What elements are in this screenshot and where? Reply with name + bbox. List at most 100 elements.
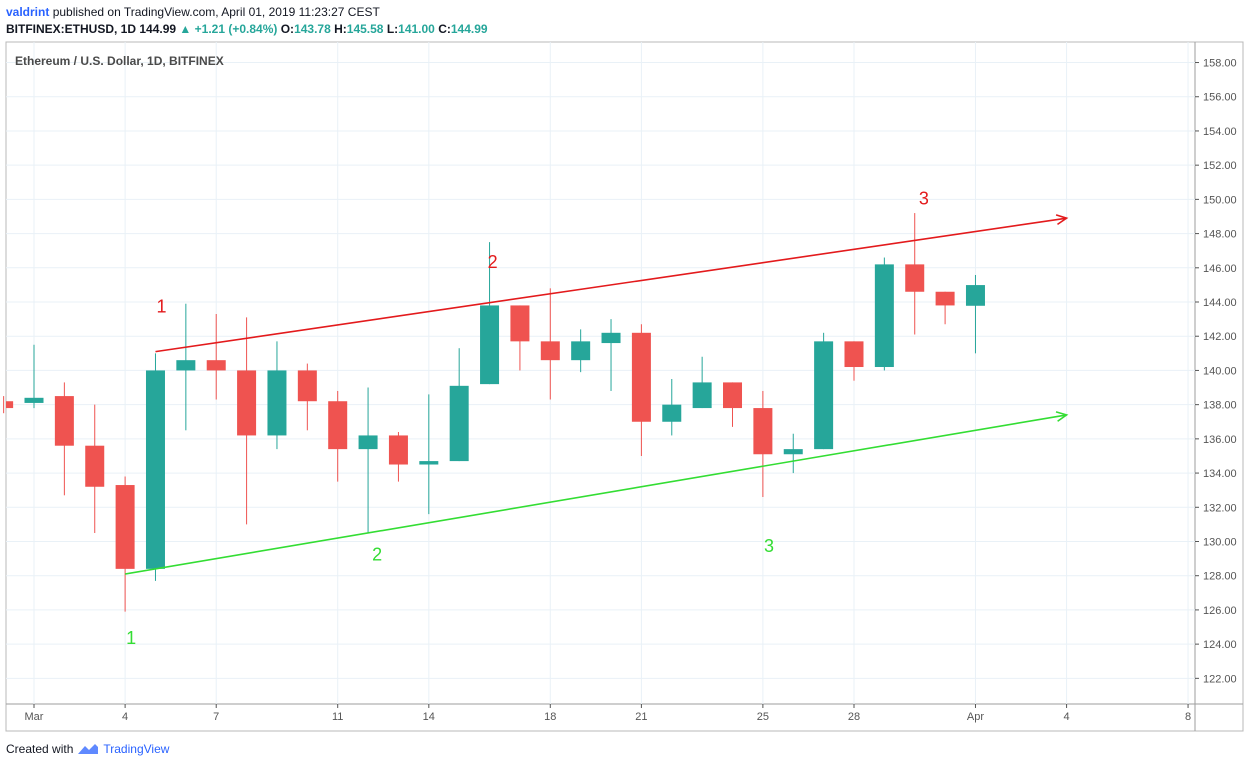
y-tick-label: 156.00 bbox=[1203, 92, 1237, 104]
candle-down bbox=[631, 324, 651, 456]
y-tick-label: 144.00 bbox=[1203, 297, 1237, 309]
candle-down bbox=[510, 305, 530, 371]
candle-down bbox=[935, 291, 955, 325]
candle-down bbox=[753, 390, 773, 498]
candle-body bbox=[267, 370, 287, 436]
candle-body bbox=[723, 382, 743, 409]
candle-body bbox=[965, 285, 985, 306]
candle-body bbox=[480, 305, 500, 385]
y-tick-label: 132.00 bbox=[1203, 502, 1237, 514]
resistance-arrowhead-icon bbox=[1055, 214, 1069, 226]
support-trendline bbox=[124, 414, 1067, 575]
x-tick-label: 25 bbox=[757, 711, 769, 723]
publish-info: published on TradingView.com, April 01, … bbox=[52, 5, 380, 19]
y-tick-label: 128.00 bbox=[1203, 571, 1237, 583]
candle-body bbox=[692, 382, 712, 409]
y-tick-label: 158.00 bbox=[1203, 58, 1237, 70]
candle-body bbox=[176, 360, 196, 371]
candle-down bbox=[237, 317, 257, 525]
candle-body bbox=[449, 385, 469, 462]
candle-body bbox=[814, 341, 834, 450]
candle-body bbox=[905, 264, 925, 292]
publisher-name[interactable]: valdrint bbox=[6, 5, 50, 19]
y-tick-label: 142.00 bbox=[1203, 331, 1237, 343]
candle-down bbox=[297, 363, 317, 431]
y-tick-label: 152.00 bbox=[1203, 160, 1237, 172]
candle-down bbox=[388, 432, 408, 482]
resistance-touch-label: 1 bbox=[157, 296, 167, 316]
open-label: O: bbox=[280, 22, 295, 36]
candle-body bbox=[6, 401, 14, 409]
close-label: C: bbox=[438, 22, 451, 36]
candle-down bbox=[905, 213, 925, 335]
candle-up bbox=[814, 332, 834, 450]
candle-body bbox=[783, 449, 803, 455]
y-tick-label: 154.00 bbox=[1203, 126, 1237, 138]
candle-up bbox=[24, 344, 44, 409]
x-tick-label: 7 bbox=[213, 711, 219, 723]
support-arrowhead-icon bbox=[1055, 411, 1069, 422]
x-tick-label: 11 bbox=[332, 711, 343, 723]
tradingview-brand[interactable]: TradingView bbox=[103, 742, 170, 756]
low-label: L: bbox=[386, 22, 399, 36]
candle-body bbox=[935, 291, 955, 306]
change-value: +1.21 (+0.84%) bbox=[194, 22, 278, 36]
x-tick-label: Mar bbox=[25, 711, 44, 723]
candle-down bbox=[540, 288, 560, 400]
candle-up bbox=[267, 341, 287, 450]
candle-up bbox=[480, 242, 500, 385]
candle-up bbox=[601, 319, 621, 391]
candle-body bbox=[540, 341, 560, 361]
candle-up bbox=[965, 274, 985, 354]
candle-body bbox=[328, 401, 348, 450]
candle-body bbox=[54, 396, 74, 446]
footer: Created with TradingView bbox=[6, 742, 169, 756]
candle-body bbox=[571, 341, 591, 361]
high-value: 145.58 bbox=[346, 22, 384, 36]
chart-title: Ethereum / U.S. Dollar, 1D, BITFINEX bbox=[15, 54, 224, 68]
y-tick-label: 146.00 bbox=[1203, 263, 1237, 275]
time-axis: Mar 4 7 11 14 18 21 25 28 Apr 4 8 bbox=[25, 704, 1191, 723]
low-value: 141.00 bbox=[398, 22, 435, 36]
candle-body bbox=[844, 341, 864, 368]
candle-body bbox=[662, 404, 682, 422]
candle-down bbox=[85, 404, 105, 533]
candle-up bbox=[783, 433, 803, 474]
candle-body bbox=[145, 370, 165, 569]
x-tick-label: 8 bbox=[1185, 711, 1191, 723]
support-touch-label: 3 bbox=[764, 536, 774, 556]
symbol-label: BITFINEX:ETHUSD, 1D bbox=[6, 22, 137, 36]
candle-up bbox=[571, 329, 591, 373]
candle-down bbox=[54, 382, 74, 496]
candle-body bbox=[24, 397, 44, 403]
candle-up bbox=[692, 356, 712, 409]
y-tick-label: 148.00 bbox=[1203, 229, 1237, 241]
y-tick-label: 138.00 bbox=[1203, 400, 1237, 412]
candle-down bbox=[115, 476, 135, 612]
price-axis: 122.00 124.00 126.00 128.00 130.00 132.00 134.… bbox=[1195, 58, 1237, 685]
candle-up bbox=[449, 348, 469, 462]
x-tick-label: 28 bbox=[848, 711, 860, 723]
candle-body bbox=[419, 461, 439, 465]
x-tick-label: 4 bbox=[122, 711, 128, 723]
candle-body bbox=[206, 360, 226, 371]
x-tick-label: 14 bbox=[423, 711, 435, 723]
candle-body bbox=[753, 408, 773, 455]
y-tick-label: 134.00 bbox=[1203, 468, 1237, 480]
resistance-touch-label: 2 bbox=[488, 252, 498, 272]
candle-body bbox=[874, 264, 894, 368]
candle-up bbox=[419, 394, 439, 515]
x-tick-label: 18 bbox=[544, 711, 556, 723]
candle-down bbox=[723, 382, 743, 427]
change-arrow-icon: ▲ bbox=[179, 22, 192, 36]
candle-body bbox=[297, 370, 317, 402]
candle-down bbox=[206, 313, 226, 400]
x-tick-label: 4 bbox=[1064, 711, 1070, 723]
tradingview-logo-icon bbox=[78, 744, 99, 754]
candle-body bbox=[601, 332, 621, 344]
grid bbox=[6, 42, 1195, 704]
candle-up bbox=[176, 303, 196, 431]
x-tick-label: 21 bbox=[635, 711, 647, 723]
ohlc-line: BITFINEX:ETHUSD, 1D 144.99 ▲ +1.21 (+0.8… bbox=[6, 21, 488, 37]
